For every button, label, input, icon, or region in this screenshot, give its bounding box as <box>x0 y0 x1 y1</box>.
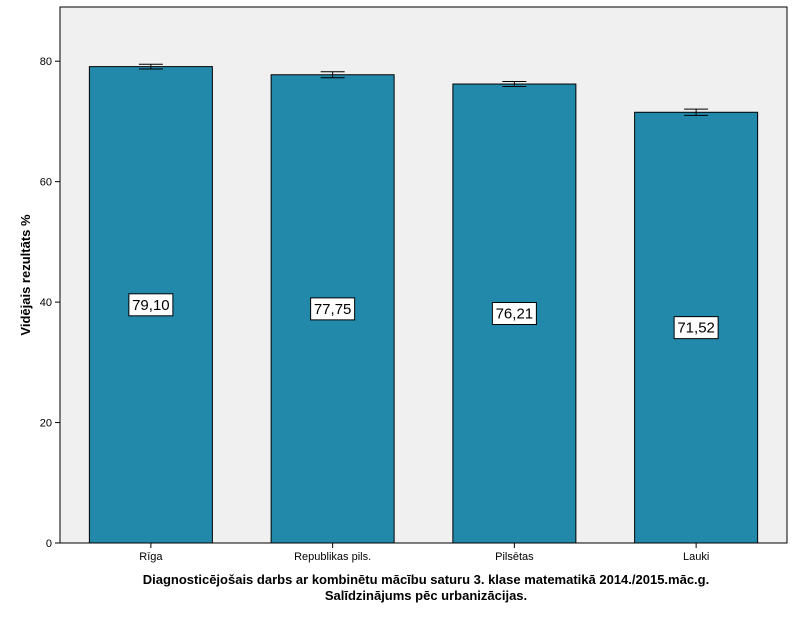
error-bar-0 <box>138 63 163 70</box>
y-axis-label: Vidējais rezultāts % <box>18 214 33 336</box>
data-label-2: 76,21 <box>491 302 537 326</box>
x-tick-label-3: Lauki <box>683 551 709 563</box>
svg-text:76,21: 76,21 <box>496 306 534 323</box>
x-axis-label-line-2: Salīdzinājums pēc urbanizācijas. <box>325 588 527 603</box>
y-tick-label-1: 20 <box>40 418 52 430</box>
x-tick-label-0: Rīga <box>139 551 163 563</box>
svg-text:71,52: 71,52 <box>677 320 715 337</box>
y-tick-label-0: 0 <box>46 538 52 550</box>
y-tick-label-2: 40 <box>40 297 52 309</box>
svg-text:77,75: 77,75 <box>314 301 352 318</box>
data-label-3: 71,52 <box>673 316 719 340</box>
data-label-0: 79,10 <box>128 293 174 317</box>
x-axis-label-line-1: Diagnosticējošais darbs ar kombinētu māc… <box>143 572 709 587</box>
error-bar-2 <box>502 81 527 87</box>
error-bar-3 <box>684 108 709 116</box>
error-bar-1 <box>320 71 345 79</box>
y-tick-label-4: 80 <box>40 56 52 68</box>
x-tick-label-1: Republikas pils. <box>294 551 371 563</box>
data-label-1: 77,75 <box>310 297 356 321</box>
x-tick-label-2: Pilsētas <box>495 551 534 563</box>
y-tick-label-3: 60 <box>40 177 52 189</box>
svg-text:79,10: 79,10 <box>132 297 170 314</box>
